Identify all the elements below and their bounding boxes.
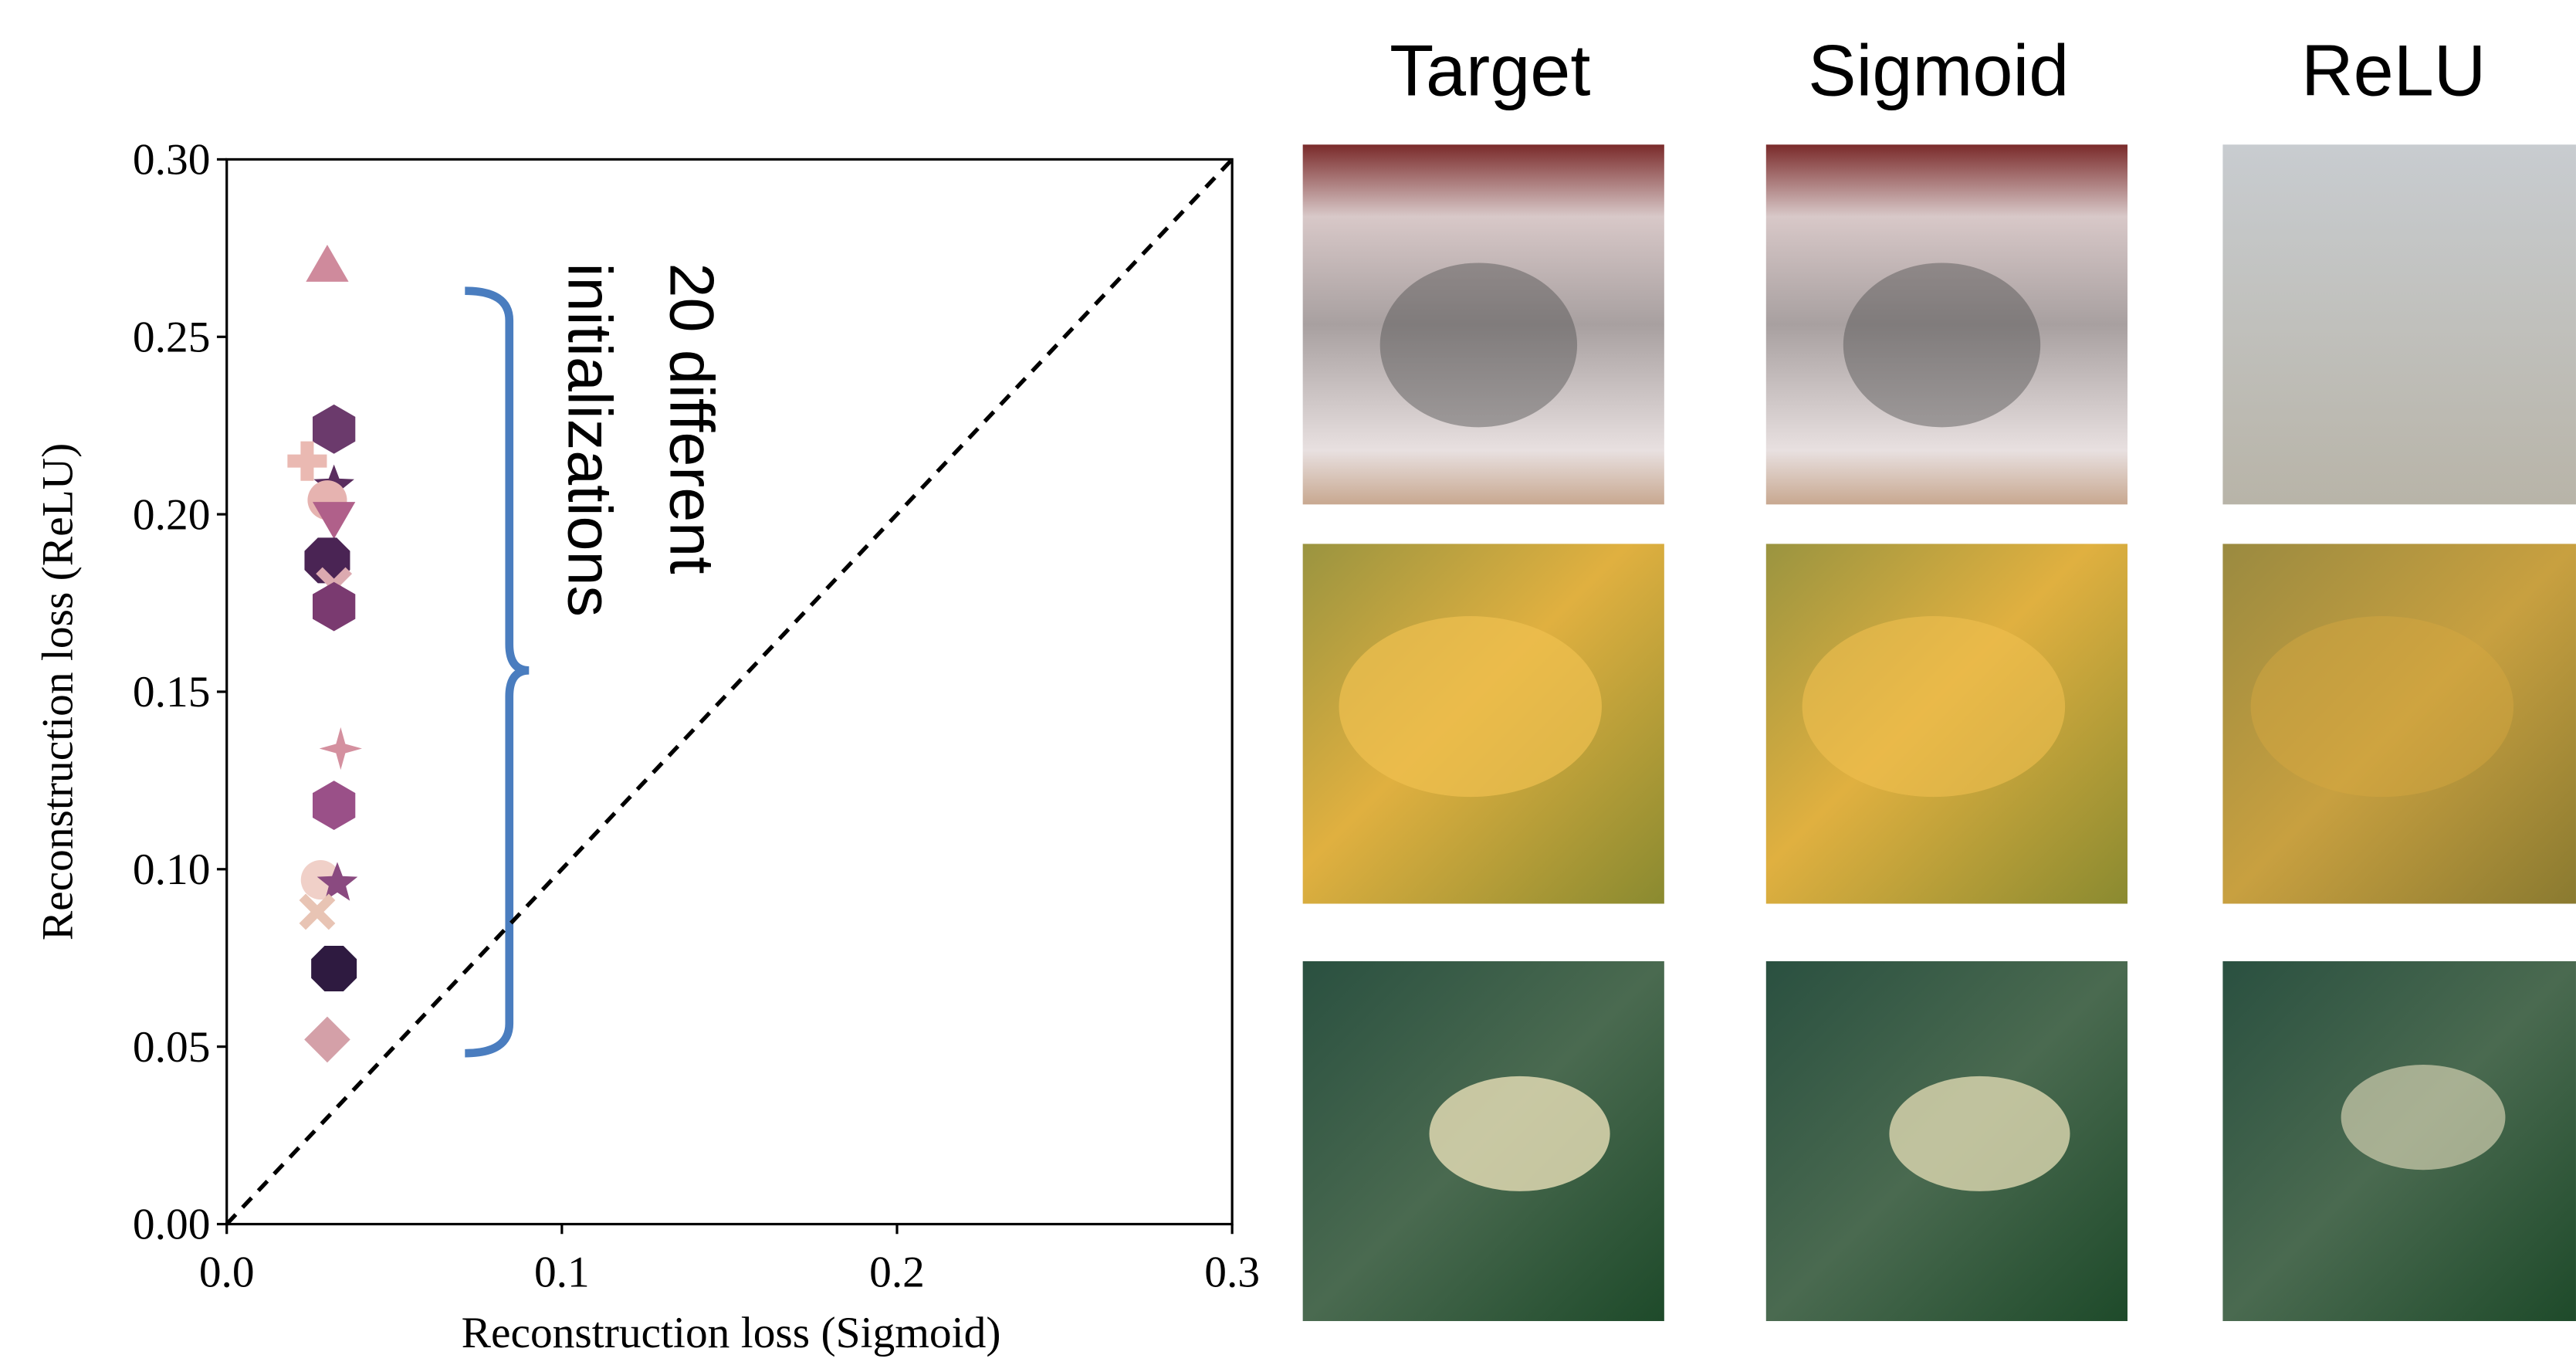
y-tick-label: 0.20 — [133, 490, 211, 539]
image-grid — [1303, 144, 2576, 1321]
image-detail — [1430, 1076, 1610, 1191]
scatter-point — [313, 781, 355, 830]
y-tick-label: 0.05 — [133, 1023, 211, 1072]
image-detail — [1339, 616, 1602, 797]
image-detail — [2251, 616, 2514, 797]
y-axis-label: Reconstruction loss (ReLU) — [34, 443, 83, 940]
column-title: Target — [1390, 29, 1590, 110]
y-tick-label: 0.15 — [133, 668, 211, 716]
figure: Target Sigmoid ReLU Reconstruction loss … — [0, 0, 2576, 1372]
diagonal-reference — [227, 159, 1232, 1224]
image-detail — [1380, 263, 1577, 428]
image-detail — [1803, 616, 2066, 797]
y-tick-label: 0.25 — [133, 313, 211, 361]
scatter-point — [287, 442, 327, 481]
image-tile — [2222, 144, 2576, 504]
image-detail — [2341, 1065, 2506, 1170]
scatter-point — [313, 582, 355, 632]
x-tick-label: 0.1 — [534, 1248, 590, 1296]
page: Target Sigmoid ReLU Reconstruction loss … — [0, 0, 2576, 1372]
scatter-point — [313, 502, 355, 539]
x-tick-label: 0.2 — [869, 1248, 925, 1296]
x-axis-label: Reconstruction loss (Sigmoid) — [462, 1309, 1001, 1357]
y-tick-label: 0.10 — [133, 845, 211, 894]
scatter-point — [306, 245, 348, 282]
annotation: 20 different — [656, 263, 726, 574]
scatter-point — [320, 727, 362, 770]
y-tick-label: 0.00 — [133, 1201, 211, 1249]
x-tick-label: 0.0 — [199, 1248, 255, 1296]
image-detail — [1843, 263, 2040, 428]
scatter-point — [313, 405, 355, 454]
image-detail — [1889, 1076, 2070, 1191]
x-tick-label: 0.3 — [1204, 1248, 1260, 1296]
column-title: ReLU — [2301, 29, 2486, 110]
y-tick-label: 0.30 — [133, 136, 211, 185]
scatter-point — [304, 1017, 350, 1063]
annotation: initializations — [554, 263, 624, 617]
column-title: Sigmoid — [1808, 29, 2069, 110]
scatter-point — [311, 946, 357, 991]
